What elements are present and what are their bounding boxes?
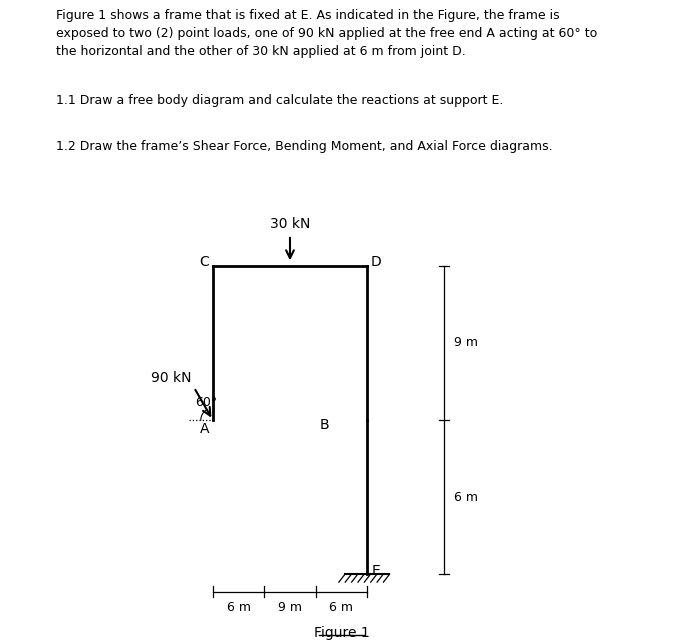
Text: E: E	[371, 564, 380, 578]
Text: 9 m: 9 m	[278, 601, 302, 614]
Text: 1.1 Draw a free body diagram and calculate the reactions at support E.: 1.1 Draw a free body diagram and calcula…	[56, 94, 503, 107]
Text: 9 m: 9 m	[454, 336, 477, 349]
Text: 60°: 60°	[195, 396, 217, 409]
Text: 30 kN: 30 kN	[270, 217, 310, 231]
Text: Figure 1: Figure 1	[314, 626, 370, 640]
Text: C: C	[199, 255, 209, 269]
Text: A: A	[199, 422, 209, 436]
Text: 6 m: 6 m	[454, 491, 477, 503]
Text: B: B	[319, 418, 329, 432]
Text: Figure 1 shows a frame that is fixed at E. As indicated in the Figure, the frame: Figure 1 shows a frame that is fixed at …	[56, 9, 597, 58]
Text: 90 kN: 90 kN	[151, 371, 191, 385]
Text: D: D	[370, 255, 381, 269]
Text: 1.2 Draw the frame’s Shear Force, Bending Moment, and Axial Force diagrams.: 1.2 Draw the frame’s Shear Force, Bendin…	[56, 140, 552, 154]
Text: 6 m: 6 m	[330, 601, 354, 614]
Text: 6 m: 6 m	[227, 601, 251, 614]
